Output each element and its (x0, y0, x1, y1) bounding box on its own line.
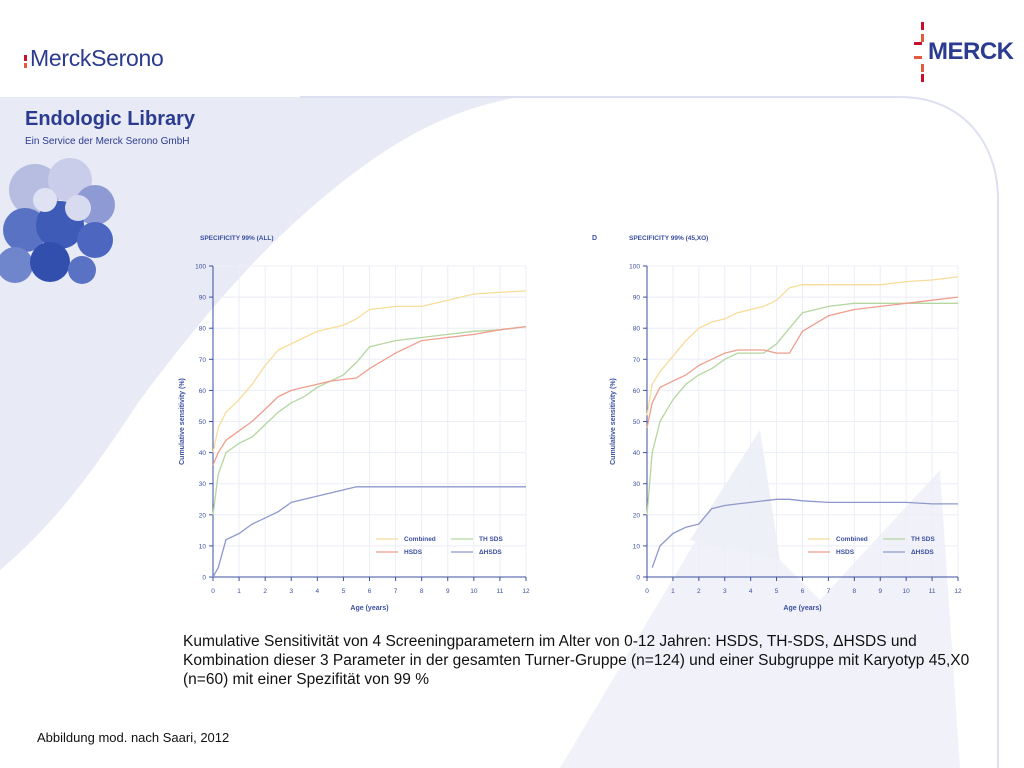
figure-source: Abbildung mod. nach Saari, 2012 (37, 730, 230, 745)
y-axis-label: Cumulative sensitivity (%) (610, 378, 617, 465)
legend: Combined TH SDS HSDS ΔHSDS (808, 536, 936, 556)
x-tick-label: 1 (237, 588, 241, 595)
figure-caption: Kumulative Sensitivität von 4 Screeningp… (183, 633, 970, 688)
legend-label: HSDS (836, 549, 855, 556)
background-arrow (560, 470, 960, 768)
y-tick-label: 10 (199, 543, 207, 550)
series-line-1 (646, 276, 959, 416)
x-tick-label: 7 (827, 588, 831, 595)
header-band (0, 97, 520, 570)
legend-label: Combined (836, 536, 868, 543)
x-tick-label: 6 (368, 588, 372, 595)
legend-label: ΔHSDS (479, 549, 502, 556)
x-tick-label: 0 (211, 588, 215, 595)
x-tick-label: 10 (470, 588, 478, 595)
y-tick-label: 80 (199, 326, 207, 333)
y-tick-label: 0 (636, 575, 640, 582)
x-tick-label: 11 (929, 588, 936, 595)
y-tick-label: 60 (199, 388, 207, 395)
series-line-3 (646, 296, 959, 428)
y-tick-label: 20 (633, 512, 641, 519)
y-axis-label: Cumulative sensitivity (%) (179, 378, 186, 465)
series-line-4 (651, 498, 958, 568)
x-axis-label: Age (years) (350, 605, 388, 612)
x-tick-label: 7 (394, 588, 398, 595)
x-tick-label: 5 (775, 588, 779, 595)
x-tick-label: 11 (497, 588, 504, 595)
series-line-3 (212, 325, 527, 466)
y-tick-label: 20 (199, 512, 207, 519)
merck-serono-wordmark: MerckSerono (30, 44, 164, 71)
y-tick-label: 50 (633, 419, 641, 426)
legend: Combined TH SDS HSDS ΔHSDS (376, 536, 504, 556)
chart-title: SPECIFICITY 99% (ALL) (200, 235, 274, 242)
x-tick-label: 9 (878, 588, 882, 595)
legend-label: HSDS (404, 549, 423, 556)
x-tick-label: 1 (671, 588, 675, 595)
y-tick-label: 0 (202, 575, 206, 582)
panel-letter: D (592, 235, 597, 242)
x-tick-label: 4 (316, 588, 320, 595)
legend-label: Combined (404, 536, 436, 543)
y-tick-label: 40 (633, 450, 641, 457)
series-line-2 (212, 325, 527, 515)
x-axis-label: Age (years) (783, 605, 821, 612)
y-tick-label: 70 (633, 357, 641, 364)
merck-wordmark: MERCK (928, 38, 1014, 65)
legend-label: ΔHSDS (911, 549, 934, 556)
chart-title: SPECIFICITY 99% (45,XO) (629, 235, 708, 242)
x-tick-label: 5 (342, 588, 346, 595)
y-tick-label: 90 (633, 295, 641, 302)
merck-serono-logo: MerckSerono (24, 38, 164, 78)
x-tick-label: 12 (522, 588, 530, 595)
library-title: Endologic Library (25, 108, 196, 130)
y-tick-label: 30 (633, 481, 641, 488)
legend-label: TH SDS (479, 536, 504, 543)
x-tick-label: 4 (749, 588, 753, 595)
x-tick-label: 3 (289, 588, 293, 595)
x-tick-label: 3 (723, 588, 727, 595)
y-tick-label: 50 (199, 419, 207, 426)
x-tick-label: 8 (420, 588, 424, 595)
y-tick-label: 80 (633, 326, 641, 333)
y-tick-label: 100 (629, 264, 640, 271)
x-tick-label: 8 (853, 588, 857, 595)
x-tick-label: 12 (954, 588, 962, 595)
frame-curve (300, 96, 999, 768)
series-line-1 (212, 290, 527, 453)
x-tick-label: 2 (697, 588, 701, 595)
y-tick-label: 10 (633, 543, 641, 550)
series-line-2 (646, 302, 958, 515)
y-tick-label: 30 (199, 481, 207, 488)
y-tick-label: 40 (199, 450, 207, 457)
x-tick-label: 9 (446, 588, 450, 595)
y-tick-label: 70 (199, 357, 207, 364)
merck-logo: MERCK (914, 20, 1014, 82)
x-tick-label: 2 (263, 588, 267, 595)
series-line-4 (212, 486, 526, 578)
library-subtitle: Ein Service der Merck Serono GmbH (25, 136, 190, 147)
legend-label: TH SDS (911, 536, 936, 543)
x-tick-label: 10 (903, 588, 911, 595)
x-tick-label: 0 (645, 588, 649, 595)
molecule-graphic (0, 158, 115, 284)
y-tick-label: 100 (195, 264, 206, 271)
x-tick-label: 6 (801, 588, 805, 595)
y-tick-label: 90 (199, 295, 207, 302)
y-tick-label: 60 (633, 388, 641, 395)
